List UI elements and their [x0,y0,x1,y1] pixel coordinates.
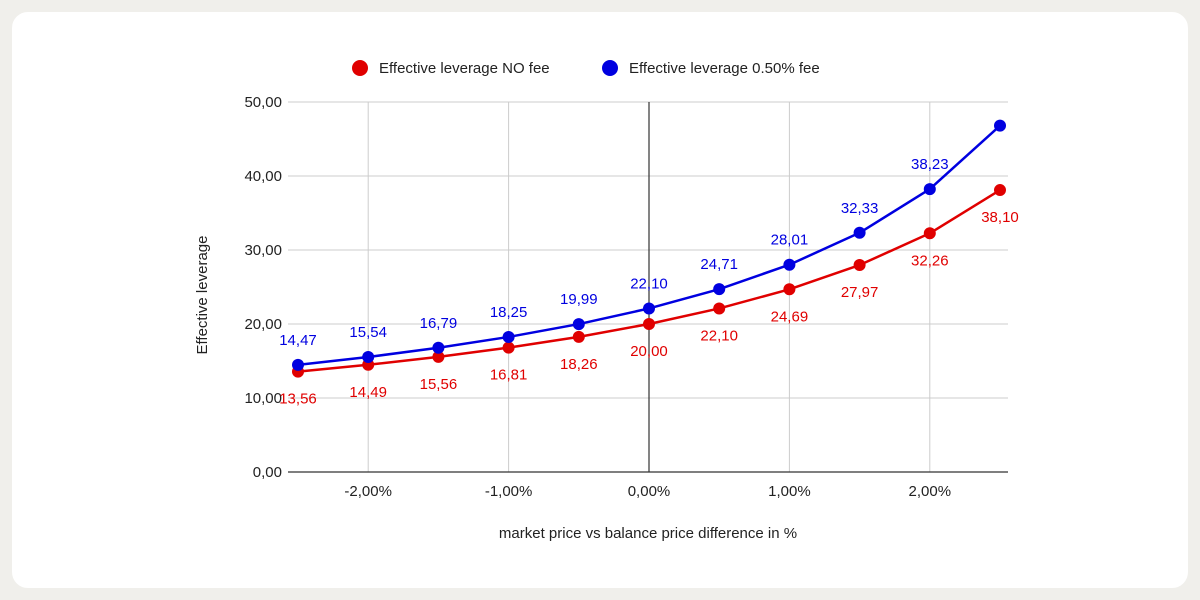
series-2-point [853,226,866,239]
y-tick-label: 10,00 [244,390,282,407]
series-1-data-label: 14,49 [349,384,387,401]
series-2-point [292,358,304,371]
y-tick-label: 0,00 [253,464,282,481]
series-1-point [713,302,726,315]
series-1-data-label: 24,69 [771,308,809,325]
series-2-data-label: 28,01 [771,232,809,249]
series-1-point [853,259,866,272]
series-2-data-label: 32,33 [841,200,879,217]
series-2-data-label: 24,71 [700,256,738,273]
series-2-point [502,330,515,343]
series-2-point [572,318,585,331]
series-2-point [783,258,796,271]
y-tick-label: 30,00 [244,242,282,259]
series-1-data-label: 16,81 [490,367,528,384]
y-axis-title: Effective leverage [194,236,211,355]
series-2-point [432,341,445,354]
series-1-point [994,184,1006,197]
series-2-data-label: 16,79 [420,315,458,332]
series-2-data-label: 19,99 [560,291,598,308]
series-2-point [362,351,375,364]
series-1-data-label: 15,56 [420,376,458,393]
series-2-data-label: 22,10 [630,275,668,292]
series-1-data-label: 13,56 [279,391,317,408]
x-tick-label: 1,00% [768,483,811,500]
series-1-point [572,330,585,343]
series-1-data-label: 18,26 [560,356,598,373]
series-2-data-label: 14,47 [279,332,317,349]
x-tick-label: 2,00% [909,483,952,500]
y-tick-label: 20,00 [244,316,282,333]
series-1-data-label: 22,10 [700,327,738,344]
series-1-data-label: 38,10 [981,209,1019,226]
y-tick-label: 40,00 [244,168,282,185]
x-tick-label: -2,00% [344,483,392,500]
series-1-data-label: 20,00 [630,343,668,360]
legend-marker-1 [352,60,368,76]
series-2-point [994,119,1006,132]
series-2-data-label: 38,23 [911,156,949,173]
series-1-data-label: 32,26 [911,252,949,269]
legend-marker-2 [602,60,618,76]
series-2-point [643,302,655,315]
series-2-point [923,183,936,196]
y-tick-label: 50,00 [244,94,282,111]
series-1-data-label: 27,97 [841,284,879,301]
series-2-data-label: 18,25 [490,304,528,321]
legend-label-1: Effective leverage NO fee [379,60,550,77]
x-tick-label: 0,00% [628,483,671,500]
x-tick-label: -1,00% [485,483,533,500]
legend: Effective leverage NO fee Effective lever… [352,60,820,77]
series-2-point [713,283,726,296]
series-1-point [432,350,445,363]
series-2-data-label: 15,54 [349,324,387,341]
series-1-point [643,318,655,330]
legend-label-2: Effective leverage 0.50% fee [629,60,820,77]
series-1-point [783,283,796,296]
series-1-point [502,341,515,354]
series-layer [292,119,1006,378]
data-labels: 13,56 14,49 15,56 16,81 18,26 20,00 22,10 24,69… [279,156,1019,408]
x-axis-title: market price vs balance price difference… [499,525,797,542]
series-1-point [923,227,936,240]
axes: 0,00 10,00 20,00 30,00 40,00 50,00 -2,00% -1,00… [244,94,1008,500]
